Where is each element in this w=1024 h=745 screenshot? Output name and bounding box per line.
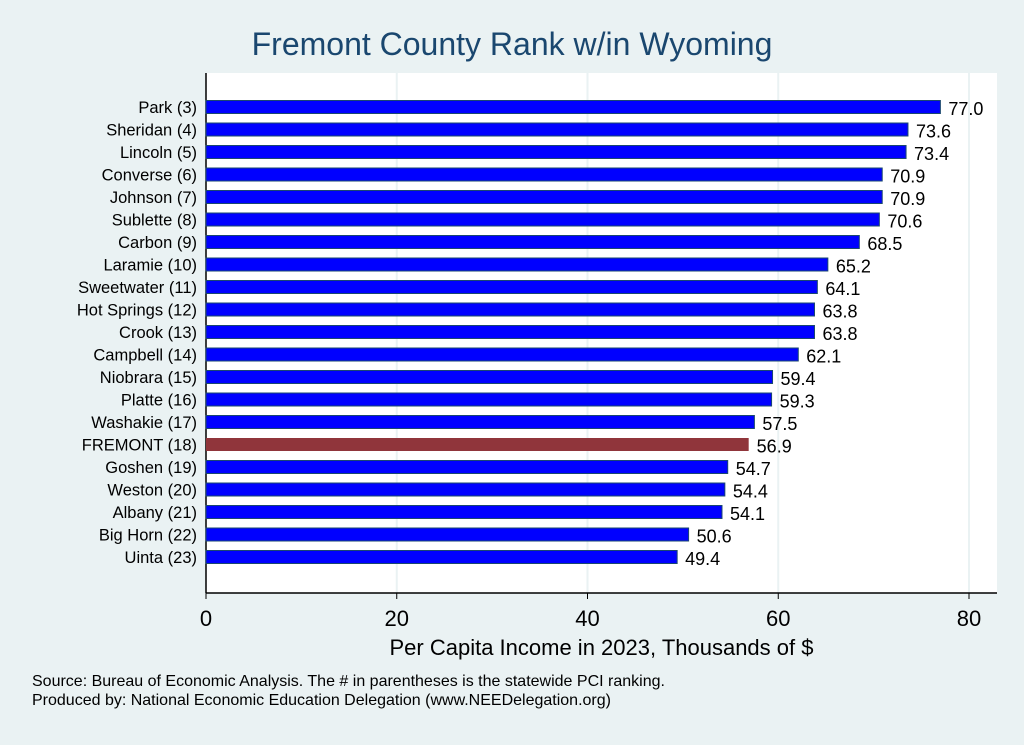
x-tick-label: 20 bbox=[385, 606, 409, 631]
data-label: 49.4 bbox=[685, 549, 720, 569]
data-label: 54.4 bbox=[733, 482, 768, 502]
category-label: Sublette (8) bbox=[112, 212, 197, 230]
bar bbox=[205, 167, 883, 182]
source-note: Source: Bureau of Economic Analysis. The… bbox=[32, 673, 665, 690]
x-tick-label: 0 bbox=[200, 606, 212, 631]
bar bbox=[205, 122, 909, 137]
data-label: 59.3 bbox=[780, 392, 815, 412]
producer-note: Produced by: National Economic Education… bbox=[32, 692, 611, 709]
bar bbox=[205, 257, 829, 272]
bar bbox=[205, 190, 883, 204]
data-label: 77.0 bbox=[948, 99, 983, 119]
x-tick-label: 80 bbox=[957, 606, 981, 631]
data-label: 59.4 bbox=[781, 369, 816, 389]
data-label: 64.1 bbox=[825, 279, 860, 299]
x-tick-label: 60 bbox=[766, 606, 790, 631]
data-label: 57.5 bbox=[762, 414, 797, 434]
category-label: Niobrara (15) bbox=[100, 369, 197, 387]
bar bbox=[205, 415, 755, 429]
category-label: Converse (6) bbox=[102, 167, 197, 185]
bar bbox=[205, 325, 815, 339]
bar bbox=[205, 347, 799, 362]
data-label: 68.5 bbox=[867, 234, 902, 254]
category-label: Carbon (9) bbox=[118, 234, 197, 252]
category-label: Washakie (17) bbox=[91, 414, 197, 432]
bar bbox=[205, 145, 907, 159]
category-label: Big Horn (22) bbox=[99, 527, 197, 545]
category-label: Johnson (7) bbox=[110, 189, 197, 207]
bar bbox=[205, 212, 880, 227]
bar bbox=[205, 460, 729, 474]
category-label: Campbell (14) bbox=[93, 347, 197, 365]
data-label: 62.1 bbox=[806, 347, 841, 367]
bar bbox=[205, 302, 815, 317]
data-label: 65.2 bbox=[836, 257, 871, 277]
category-label: Laramie (10) bbox=[103, 257, 197, 275]
category-label: Albany (21) bbox=[113, 504, 197, 522]
category-label: Hot Springs (12) bbox=[77, 302, 197, 320]
data-label: 56.9 bbox=[757, 437, 792, 457]
bar bbox=[206, 438, 749, 451]
category-label: Lincoln (5) bbox=[120, 144, 197, 162]
x-axis-label: Per Capita Income in 2023, Thousands of … bbox=[390, 635, 814, 660]
category-label: Uinta (23) bbox=[125, 549, 197, 567]
x-tick-label: 40 bbox=[575, 606, 599, 631]
category-label: Crook (13) bbox=[119, 324, 197, 342]
bar bbox=[205, 527, 690, 542]
data-label: 50.6 bbox=[697, 527, 732, 547]
category-label: Goshen (19) bbox=[105, 459, 197, 477]
category-label: Weston (20) bbox=[107, 482, 197, 500]
chart-title: Fremont County Rank w/in Wyoming bbox=[251, 26, 773, 62]
bar bbox=[205, 100, 941, 114]
bar bbox=[205, 235, 860, 249]
data-label: 70.6 bbox=[887, 212, 922, 232]
data-label: 70.9 bbox=[890, 189, 925, 209]
bar bbox=[205, 370, 774, 384]
category-label: Sweetwater (11) bbox=[78, 279, 197, 297]
data-label: 63.8 bbox=[822, 302, 857, 322]
bar bbox=[205, 392, 773, 407]
data-label: 54.1 bbox=[730, 504, 765, 524]
data-label: 63.8 bbox=[822, 324, 857, 344]
category-label: FREMONT (18) bbox=[82, 437, 197, 455]
bar bbox=[205, 550, 678, 564]
category-label: Sheridan (4) bbox=[106, 122, 197, 140]
category-label: Platte (16) bbox=[121, 392, 197, 410]
data-label: 54.7 bbox=[736, 459, 771, 479]
data-label: 73.6 bbox=[916, 122, 951, 142]
data-label: 70.9 bbox=[890, 167, 925, 187]
bar bbox=[205, 505, 723, 519]
bar bbox=[205, 280, 818, 294]
bar bbox=[205, 482, 726, 497]
data-label: 73.4 bbox=[914, 144, 949, 164]
category-label: Park (3) bbox=[138, 99, 197, 117]
